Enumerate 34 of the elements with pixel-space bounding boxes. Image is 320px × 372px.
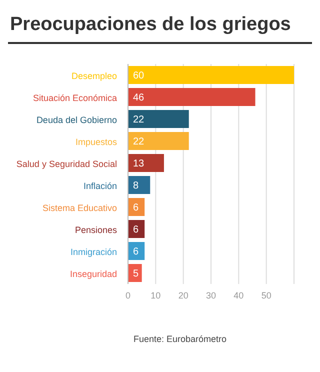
data-label: 6 — [133, 202, 139, 214]
y-tick-label: Sistema Educativo — [42, 203, 117, 213]
bar — [128, 88, 256, 106]
x-tick-label: 50 — [261, 290, 272, 300]
y-tick-label: Salud y Seguridad Social — [16, 159, 117, 169]
y-tick-label: Inflación — [83, 181, 117, 191]
bar — [128, 132, 189, 150]
x-tick-label: 30 — [206, 290, 216, 300]
y-tick-label: Deuda del Gobierno — [36, 115, 117, 125]
source-note: Fuente: Eurobarómetro — [132, 334, 228, 344]
bar — [128, 66, 294, 84]
x-tick-label: 10 — [150, 290, 161, 300]
data-label: 22 — [133, 114, 145, 126]
bar — [128, 176, 150, 194]
bar — [128, 154, 164, 172]
y-tick-label: Inseguridad — [70, 269, 117, 279]
data-label: 6 — [133, 224, 139, 236]
y-tick-label: Pensiones — [74, 225, 118, 235]
x-tick-label: 0 — [125, 290, 131, 300]
data-label: 13 — [133, 158, 145, 170]
data-label: 8 — [133, 180, 139, 192]
bar — [128, 110, 189, 128]
chart-title: Preocupaciones de los griegos — [8, 8, 312, 44]
y-tick-label: Desempleo — [71, 71, 117, 81]
x-tick-label: 40 — [234, 290, 244, 300]
y-tick-label: Situación Económica — [32, 93, 117, 103]
data-label: 22 — [133, 136, 145, 148]
data-label: 5 — [133, 268, 139, 280]
data-label: 46 — [133, 92, 145, 104]
data-label: 60 — [133, 70, 145, 82]
y-tick-label: Inmigración — [70, 247, 117, 257]
y-tick-label: Impuestos — [75, 137, 118, 147]
x-tick-label: 20 — [178, 290, 188, 300]
data-label: 6 — [133, 246, 139, 258]
